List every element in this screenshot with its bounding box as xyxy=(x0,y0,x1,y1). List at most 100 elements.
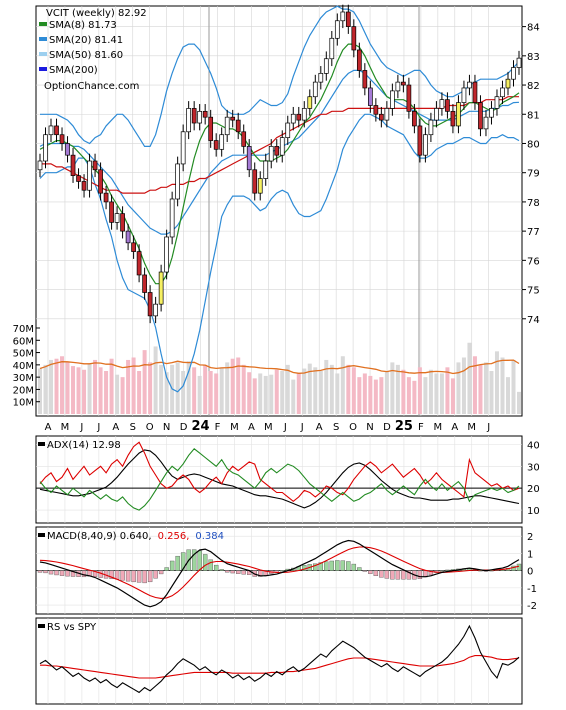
adx-series xyxy=(39,441,520,511)
macd-histogram-bar xyxy=(390,570,395,580)
candle-body xyxy=(356,49,362,71)
volume-bar xyxy=(313,367,318,414)
date-tick-label: J xyxy=(300,422,304,433)
rs-panel: RS vs SPY xyxy=(35,617,523,705)
date-tick-label: 25 xyxy=(395,419,413,434)
volume-bar xyxy=(115,374,120,414)
volume-bar xyxy=(434,373,439,414)
volume-bar xyxy=(395,364,400,414)
volume-bar xyxy=(368,375,373,414)
date-tick-label: S xyxy=(130,422,136,433)
legend-swatch-sma50 xyxy=(39,52,47,56)
price-tick-label: 82 xyxy=(527,81,540,92)
candle-body xyxy=(334,20,340,39)
candle-body xyxy=(219,134,225,150)
volume-bar xyxy=(192,367,197,414)
candle-body xyxy=(323,58,329,74)
date-tick-label: D xyxy=(383,422,391,433)
candle-body xyxy=(279,137,285,156)
macd-line xyxy=(39,539,520,608)
volume-bar xyxy=(274,369,279,414)
volume-bar xyxy=(494,351,499,414)
candle-body xyxy=(307,96,313,109)
volume-bar xyxy=(489,371,494,414)
rs-gridlines xyxy=(47,618,490,704)
macd-histogram-bar xyxy=(351,563,357,571)
candle-body xyxy=(175,163,180,200)
volume-bar xyxy=(340,356,345,414)
volume-bar xyxy=(186,361,191,414)
volume-bar xyxy=(401,369,406,414)
candle-body xyxy=(472,81,478,103)
candle-body xyxy=(257,178,263,194)
volume-bar xyxy=(236,357,241,414)
candle-body xyxy=(76,175,81,182)
volume-bar xyxy=(362,373,367,414)
macd-histogram-bar xyxy=(48,570,54,575)
date-tick-label: A xyxy=(316,422,323,433)
price-title: VCIT (weekly) 82.92 xyxy=(46,8,147,19)
volume-bar xyxy=(164,372,169,414)
macd-histogram-bar xyxy=(280,570,285,572)
rs-line xyxy=(39,624,520,694)
macd-histogram-bar xyxy=(114,570,120,580)
macd-histogram-bar xyxy=(241,570,246,575)
adx-swatch xyxy=(38,442,45,446)
candle-body xyxy=(373,105,379,115)
candle-body xyxy=(191,108,197,124)
volume-bar xyxy=(203,364,208,414)
date-tick-label: 24 xyxy=(192,419,210,434)
price-panel-frame xyxy=(35,5,523,417)
volume-bar xyxy=(423,377,428,414)
macd-tick-label: 0 xyxy=(527,567,533,578)
macd-histogram-bar xyxy=(153,570,158,579)
volume-bar xyxy=(373,379,378,414)
macd-histogram-bar xyxy=(219,569,224,571)
volume-bar xyxy=(197,375,202,414)
price-tick-label: 75 xyxy=(527,286,540,297)
candle-body xyxy=(230,116,236,121)
macd-histogram-bar xyxy=(368,570,373,574)
macd-tick-label: 1 xyxy=(527,549,533,560)
macd-histogram-bar xyxy=(125,570,131,582)
candle-body xyxy=(318,73,324,83)
candle-body xyxy=(213,140,219,150)
volume-bar xyxy=(126,359,131,414)
candle-body xyxy=(401,81,406,86)
volume-bar xyxy=(104,371,109,414)
adx-tick-label: 40 xyxy=(527,440,540,451)
volume-bar xyxy=(120,377,125,414)
candle-body xyxy=(37,160,43,171)
volume-bar xyxy=(181,371,186,414)
adx-line xyxy=(39,449,520,509)
macd-histogram-bar xyxy=(406,570,412,580)
macd-histogram-bar xyxy=(346,561,351,571)
volume-bar xyxy=(346,364,351,414)
price-axis-ticks: 84 83 82 81 80 79 78 77 76 75 74 xyxy=(522,23,540,326)
volume-bar xyxy=(214,373,219,414)
volume-bar xyxy=(384,371,389,414)
candle-body xyxy=(120,213,125,232)
price-tick-label: 84 xyxy=(527,23,540,34)
candle-body xyxy=(450,110,456,127)
rs-series xyxy=(39,624,520,694)
macd-title-signal: 0.256, xyxy=(158,531,190,542)
date-tick-label: F xyxy=(418,422,424,433)
price-tick-label: 80 xyxy=(527,139,540,150)
macd-histogram-bar xyxy=(329,560,335,571)
volume-bar xyxy=(329,364,334,414)
candle-body xyxy=(136,251,142,276)
date-tick-label: D xyxy=(180,422,188,433)
candle-body xyxy=(406,84,412,112)
volume-bar xyxy=(302,368,307,414)
candle-body xyxy=(329,37,335,60)
volume-bar xyxy=(285,364,290,414)
candle-body xyxy=(109,201,114,223)
date-tick-label: J xyxy=(283,422,287,433)
candle-body xyxy=(169,198,175,238)
volume-bar xyxy=(517,391,521,414)
macd-histogram-bar xyxy=(324,561,329,571)
candle-body xyxy=(103,192,109,203)
volume-bar xyxy=(263,375,268,414)
